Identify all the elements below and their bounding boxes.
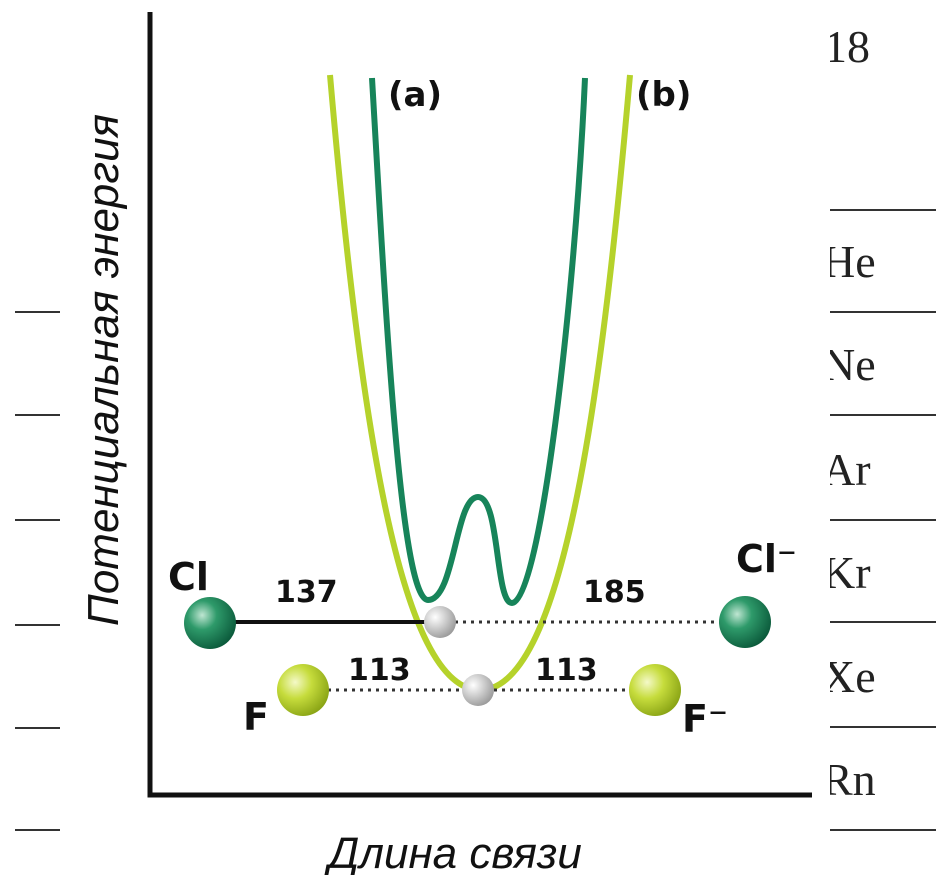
atom-label: F	[243, 695, 269, 739]
y-axis-label: Потенциальная энергия	[79, 114, 128, 626]
table-cell: He	[822, 236, 876, 287]
distance-label: 113	[535, 653, 598, 688]
table-cell: Rn	[822, 754, 876, 805]
atom-label: F⁻	[682, 697, 728, 741]
atom-center	[424, 606, 456, 638]
atom-center	[462, 674, 494, 706]
atom-label: Cl⁻	[736, 537, 797, 581]
x-axis-label: Длина связи	[323, 829, 582, 875]
atom-label: Cl	[168, 555, 209, 599]
curve-label: (b)	[636, 75, 691, 115]
atom	[277, 664, 329, 716]
atom	[719, 596, 771, 648]
distance-label: 137	[275, 575, 338, 610]
table-cell: Ar	[822, 444, 871, 495]
table-cell: Ne	[822, 339, 876, 390]
background-table	[15, 209, 936, 831]
table-cell: Kr	[822, 547, 871, 598]
distance-label: 113	[348, 653, 411, 688]
table-cell: Xe	[822, 651, 876, 702]
curve-a	[369, 77, 588, 607]
axes	[147, 12, 812, 798]
curve-label: (a)	[388, 75, 442, 115]
table-header: 18	[824, 21, 870, 72]
diagram-panel	[60, 0, 830, 875]
atom	[184, 597, 236, 649]
distance-label: 185	[583, 575, 646, 610]
atom	[629, 664, 681, 716]
